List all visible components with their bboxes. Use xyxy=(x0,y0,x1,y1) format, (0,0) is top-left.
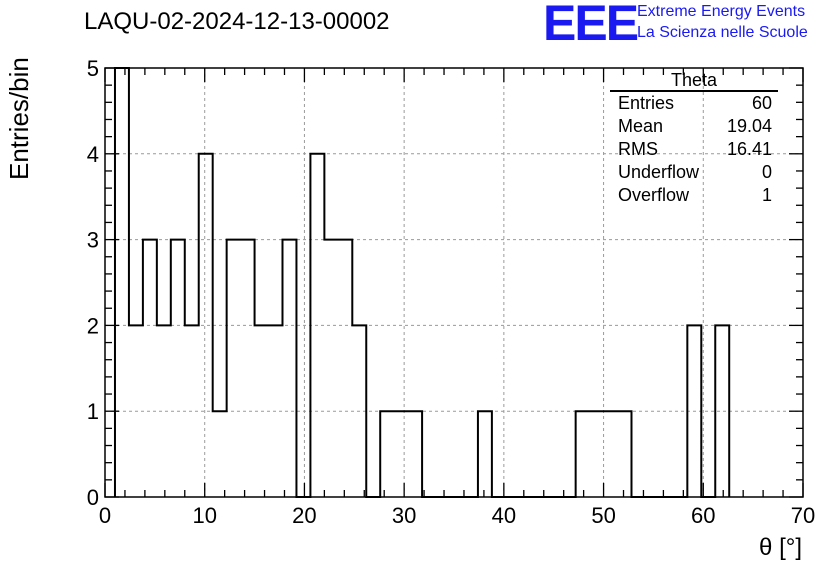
logo-line-2: La Scienza nelle Scuole xyxy=(637,24,808,41)
stats-value: 0 xyxy=(761,162,772,182)
stats-label: Underflow xyxy=(618,162,700,182)
x-tick-label: 0 xyxy=(99,503,111,528)
eee-logo: EEE xyxy=(543,0,639,51)
stats-row-overflow: Overflow 1 xyxy=(610,184,778,207)
y-tick-label: 0 xyxy=(87,485,99,510)
y-tick-label: 4 xyxy=(87,142,99,167)
stats-row-rms: RMS 16.41 xyxy=(610,138,778,161)
x-tick-label: 40 xyxy=(492,503,516,528)
stats-label: Overflow xyxy=(618,185,690,205)
y-tick-label: 5 xyxy=(87,56,99,81)
y-axis-label: Entries/bin xyxy=(4,57,34,180)
logo-line-1: Extreme Energy Events xyxy=(637,3,806,20)
stats-row-mean: Mean 19.04 xyxy=(610,115,778,138)
stats-label: Entries xyxy=(618,93,675,113)
stats-value: 16.41 xyxy=(726,139,772,159)
plot-frame xyxy=(104,67,804,498)
x-tick-label: 10 xyxy=(192,503,216,528)
y-tick-label: 2 xyxy=(87,313,99,338)
x-tick-label: 50 xyxy=(591,503,615,528)
x-tick-label: 20 xyxy=(292,503,316,528)
y-tick-label: 1 xyxy=(87,399,99,424)
stats-label: RMS xyxy=(618,139,658,159)
stats-value: 60 xyxy=(751,93,772,113)
x-tick-label: 60 xyxy=(691,503,715,528)
stats-label: Mean xyxy=(618,116,664,136)
y-tick-label: 3 xyxy=(87,228,99,253)
x-tick-label: 30 xyxy=(392,503,416,528)
stats-title: Theta xyxy=(610,70,778,92)
stats-value: 19.04 xyxy=(726,116,772,136)
stats-value: 1 xyxy=(761,185,772,205)
histogram-title: LAQU-02-2024-12-13-00002 xyxy=(84,8,390,35)
x-axis-label: θ [°] xyxy=(759,534,802,561)
stats-row-entries: Entries 60 xyxy=(610,92,778,115)
stats-row-underflow: Underflow 0 xyxy=(610,161,778,184)
x-tick-label: 70 xyxy=(791,503,815,528)
stats-box: Theta Entries 60 Mean 19.04 RMS 16.41 Un… xyxy=(610,70,778,207)
